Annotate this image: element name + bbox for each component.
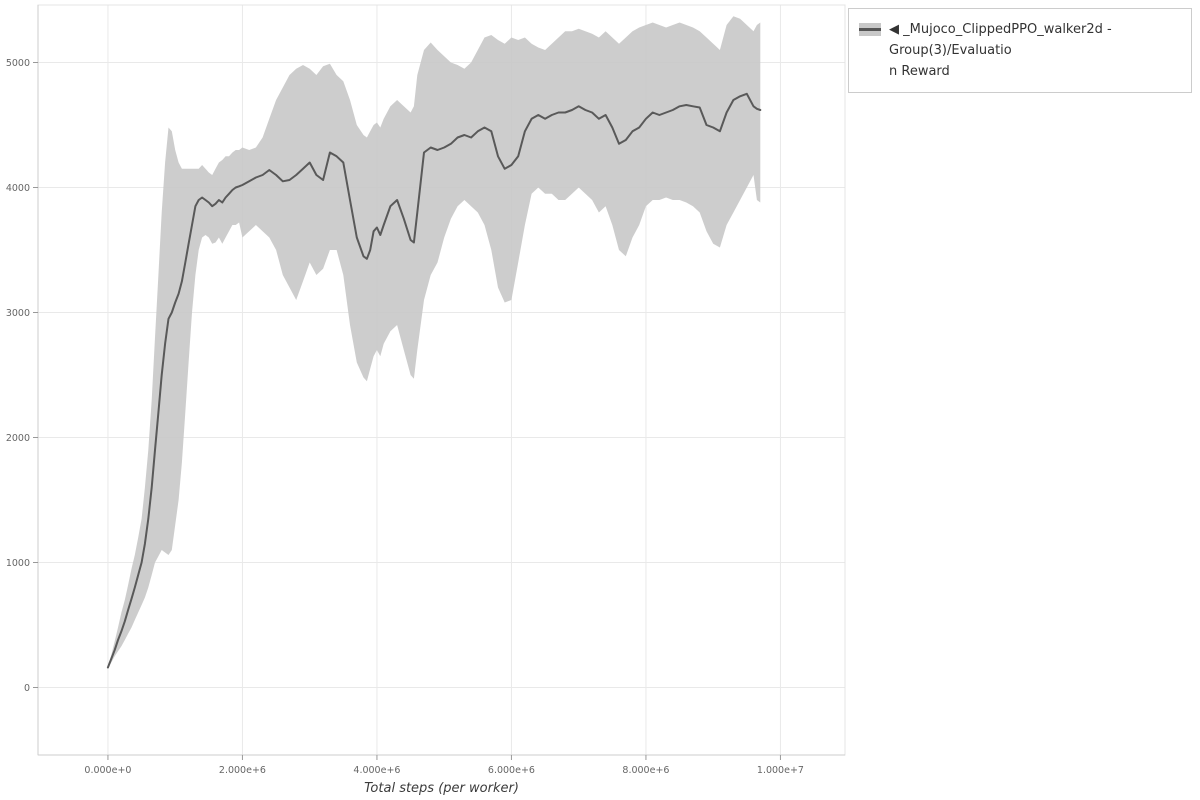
x-tick-label: 2.000e+6	[219, 765, 266, 776]
x-tick-label: 1.000e+7	[757, 765, 804, 776]
mean-reward-line	[106, 92, 762, 669]
y-tick-label: 3000	[6, 308, 30, 319]
legend-swatch	[859, 23, 881, 36]
y-tick-label: 2000	[6, 433, 30, 444]
x-tick-label: 4.000e+6	[353, 765, 400, 776]
x-tick-label: 6.000e+6	[488, 765, 535, 776]
y-tick-label: 5000	[6, 58, 30, 69]
x-tick-label: 8.000e+6	[622, 765, 669, 776]
legend-label-line-1: ◀ _Mujoco_ClippedPPO_walker2d - Group(3)…	[889, 22, 1112, 58]
y-tick-label: 1000	[6, 558, 30, 569]
std-band	[107, 16, 761, 669]
legend-label: ◀ _Mujoco_ClippedPPO_walker2d - Group(3)…	[889, 19, 1181, 82]
y-tick-label: 4000	[6, 183, 30, 194]
legend-label-line-2: n Reward	[889, 64, 950, 79]
x-axis-title: Total steps (per worker)	[364, 781, 519, 796]
y-tick-label: 0	[24, 683, 30, 694]
x-tick-label: 0.000e+0	[84, 765, 131, 776]
legend-item-evaluation-reward[interactable]: ◀ _Mujoco_ClippedPPO_walker2d - Group(3)…	[859, 19, 1181, 82]
legend: ◀ _Mujoco_ClippedPPO_walker2d - Group(3)…	[848, 8, 1192, 93]
legend-swatch-line	[859, 28, 881, 31]
